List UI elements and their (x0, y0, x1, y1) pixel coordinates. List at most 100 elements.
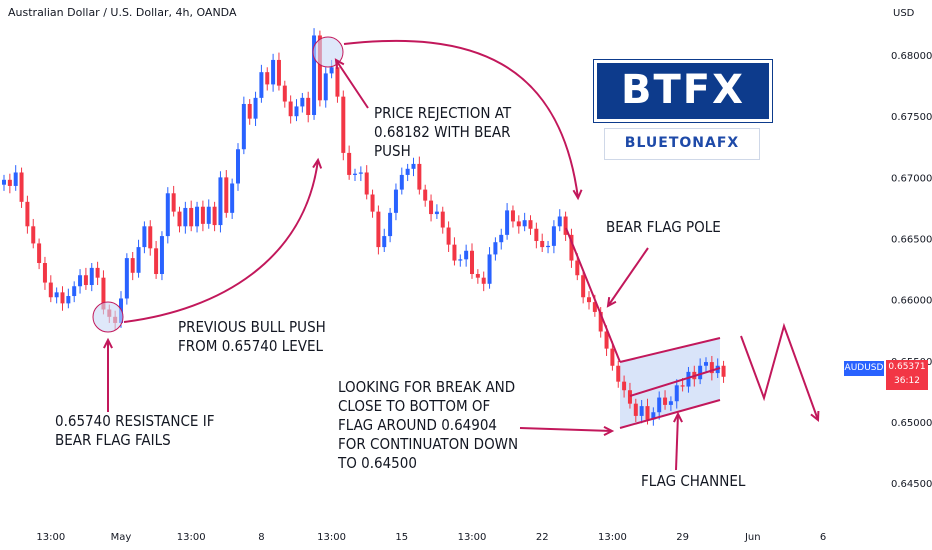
candle-body (680, 385, 685, 387)
candle-body (241, 103, 246, 150)
candle-body (417, 163, 422, 190)
candle-body (282, 85, 287, 102)
channel-pointer-arrow (675, 413, 679, 471)
rejection-note: PRICE REJECTION AT 0.68182 WITH BEAR PUS… (374, 104, 512, 160)
channel-bottom-line (619, 399, 721, 429)
candle-body (224, 177, 229, 213)
y-tick-label: 0.66500 (891, 235, 932, 246)
candle-body (382, 236, 387, 248)
chart-title: Australian Dollar / U.S. Dollar, 4h, OAN… (8, 6, 237, 19)
candle-body (487, 254, 492, 284)
bull-push-arrow (123, 159, 319, 323)
candle-body (557, 216, 562, 227)
candle-body (154, 248, 159, 275)
candle-body (335, 67, 340, 97)
currency-label: USD (893, 8, 915, 19)
x-tick-label: 8 (258, 532, 264, 543)
candle-body (399, 174, 404, 190)
candle-body (452, 244, 457, 261)
candle-body (54, 292, 59, 298)
break-arrowhead (603, 426, 615, 436)
candle-body (616, 365, 621, 382)
top-arc-arrowhead (572, 189, 583, 201)
pole-pointer-arrowhead (606, 296, 617, 308)
candle-body (434, 211, 439, 215)
candle-body (610, 348, 615, 366)
candle-body (698, 365, 703, 380)
candle-body (83, 275, 88, 286)
candle-body (393, 189, 398, 213)
rejection-arrow (335, 59, 369, 109)
candle-body (78, 275, 83, 287)
candle-body (569, 234, 574, 261)
y-tick-label: 0.67000 (891, 173, 932, 184)
candle-body (657, 397, 662, 413)
candle-body (189, 207, 194, 227)
candle-body (627, 390, 632, 404)
candle-body (130, 258, 135, 273)
candle-body (48, 282, 53, 298)
y-tick-label: 0.66000 (891, 296, 932, 307)
candle-body (171, 193, 176, 212)
candle-body (323, 73, 328, 101)
candle-body (645, 406, 650, 420)
candle-body (575, 260, 580, 276)
candle-body (19, 172, 24, 202)
candle-body (253, 97, 258, 119)
candle-body (136, 247, 141, 273)
candle-body (546, 245, 551, 248)
annotation-lines (92, 36, 820, 471)
rejection-arrowhead (334, 58, 345, 70)
candle-body (72, 286, 77, 297)
resistance-arrowhead (103, 337, 113, 349)
candle-body (236, 149, 240, 184)
candle-body (370, 194, 375, 212)
candle-body (288, 101, 293, 117)
candle-body (60, 292, 65, 304)
candle-body (663, 397, 668, 405)
candle-body (429, 200, 434, 215)
candle-body (13, 172, 18, 186)
candle-body (475, 274, 480, 278)
candle-body (142, 226, 147, 248)
candle-body (505, 210, 510, 235)
candle-body (364, 172, 369, 195)
x-tick-label: 29 (676, 532, 689, 543)
candle-body (598, 311, 603, 332)
break-note: LOOKING FOR BREAK AND CLOSE TO BOTTOM OF… (338, 378, 519, 472)
candle-body (341, 96, 346, 153)
x-axis: 13:00 May 13:00 8 13:00 15 13:00 22 13:00 29 Jun 6 (36, 532, 826, 543)
candle-body (177, 211, 182, 227)
candle-body (148, 226, 153, 249)
candle-body (89, 267, 94, 286)
bull-push-arrowhead (312, 157, 323, 169)
projection-zigzag (740, 322, 819, 421)
candle-body (528, 220, 533, 229)
candle-body (347, 152, 352, 175)
candle-body (376, 211, 381, 248)
y-tick-label: 0.65000 (891, 418, 932, 429)
candle-body (66, 296, 71, 304)
candle-body (499, 234, 504, 243)
candle-body (668, 401, 673, 405)
candle-body (581, 275, 586, 298)
candle-body (195, 206, 200, 227)
candle-body (481, 277, 486, 284)
channel-top-line (619, 337, 721, 363)
candle-body (639, 406, 644, 416)
candle-body (510, 210, 515, 222)
projection-arrowhead (810, 410, 820, 423)
candle-body (458, 259, 463, 261)
candle-body (633, 403, 638, 416)
candle-body (329, 67, 334, 74)
candle-body (300, 97, 305, 107)
candle-body (230, 183, 235, 213)
candle-body (165, 193, 170, 237)
candle-body (42, 263, 47, 283)
candle-body (522, 220, 527, 227)
break-arrow (519, 427, 613, 432)
candle-body (101, 277, 106, 310)
candle-body (470, 250, 474, 275)
candle-body (312, 35, 317, 115)
